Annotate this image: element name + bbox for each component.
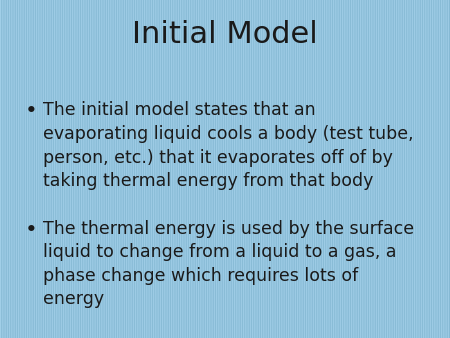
Text: The thermal energy is used by the surface
liquid to change from a liquid to a ga: The thermal energy is used by the surfac… [43,220,414,309]
Text: •: • [25,101,37,121]
Text: •: • [25,220,37,240]
Text: Initial Model: Initial Model [132,20,318,49]
Text: The initial model states that an
evaporating liquid cools a body (test tube,
per: The initial model states that an evapora… [43,101,414,190]
